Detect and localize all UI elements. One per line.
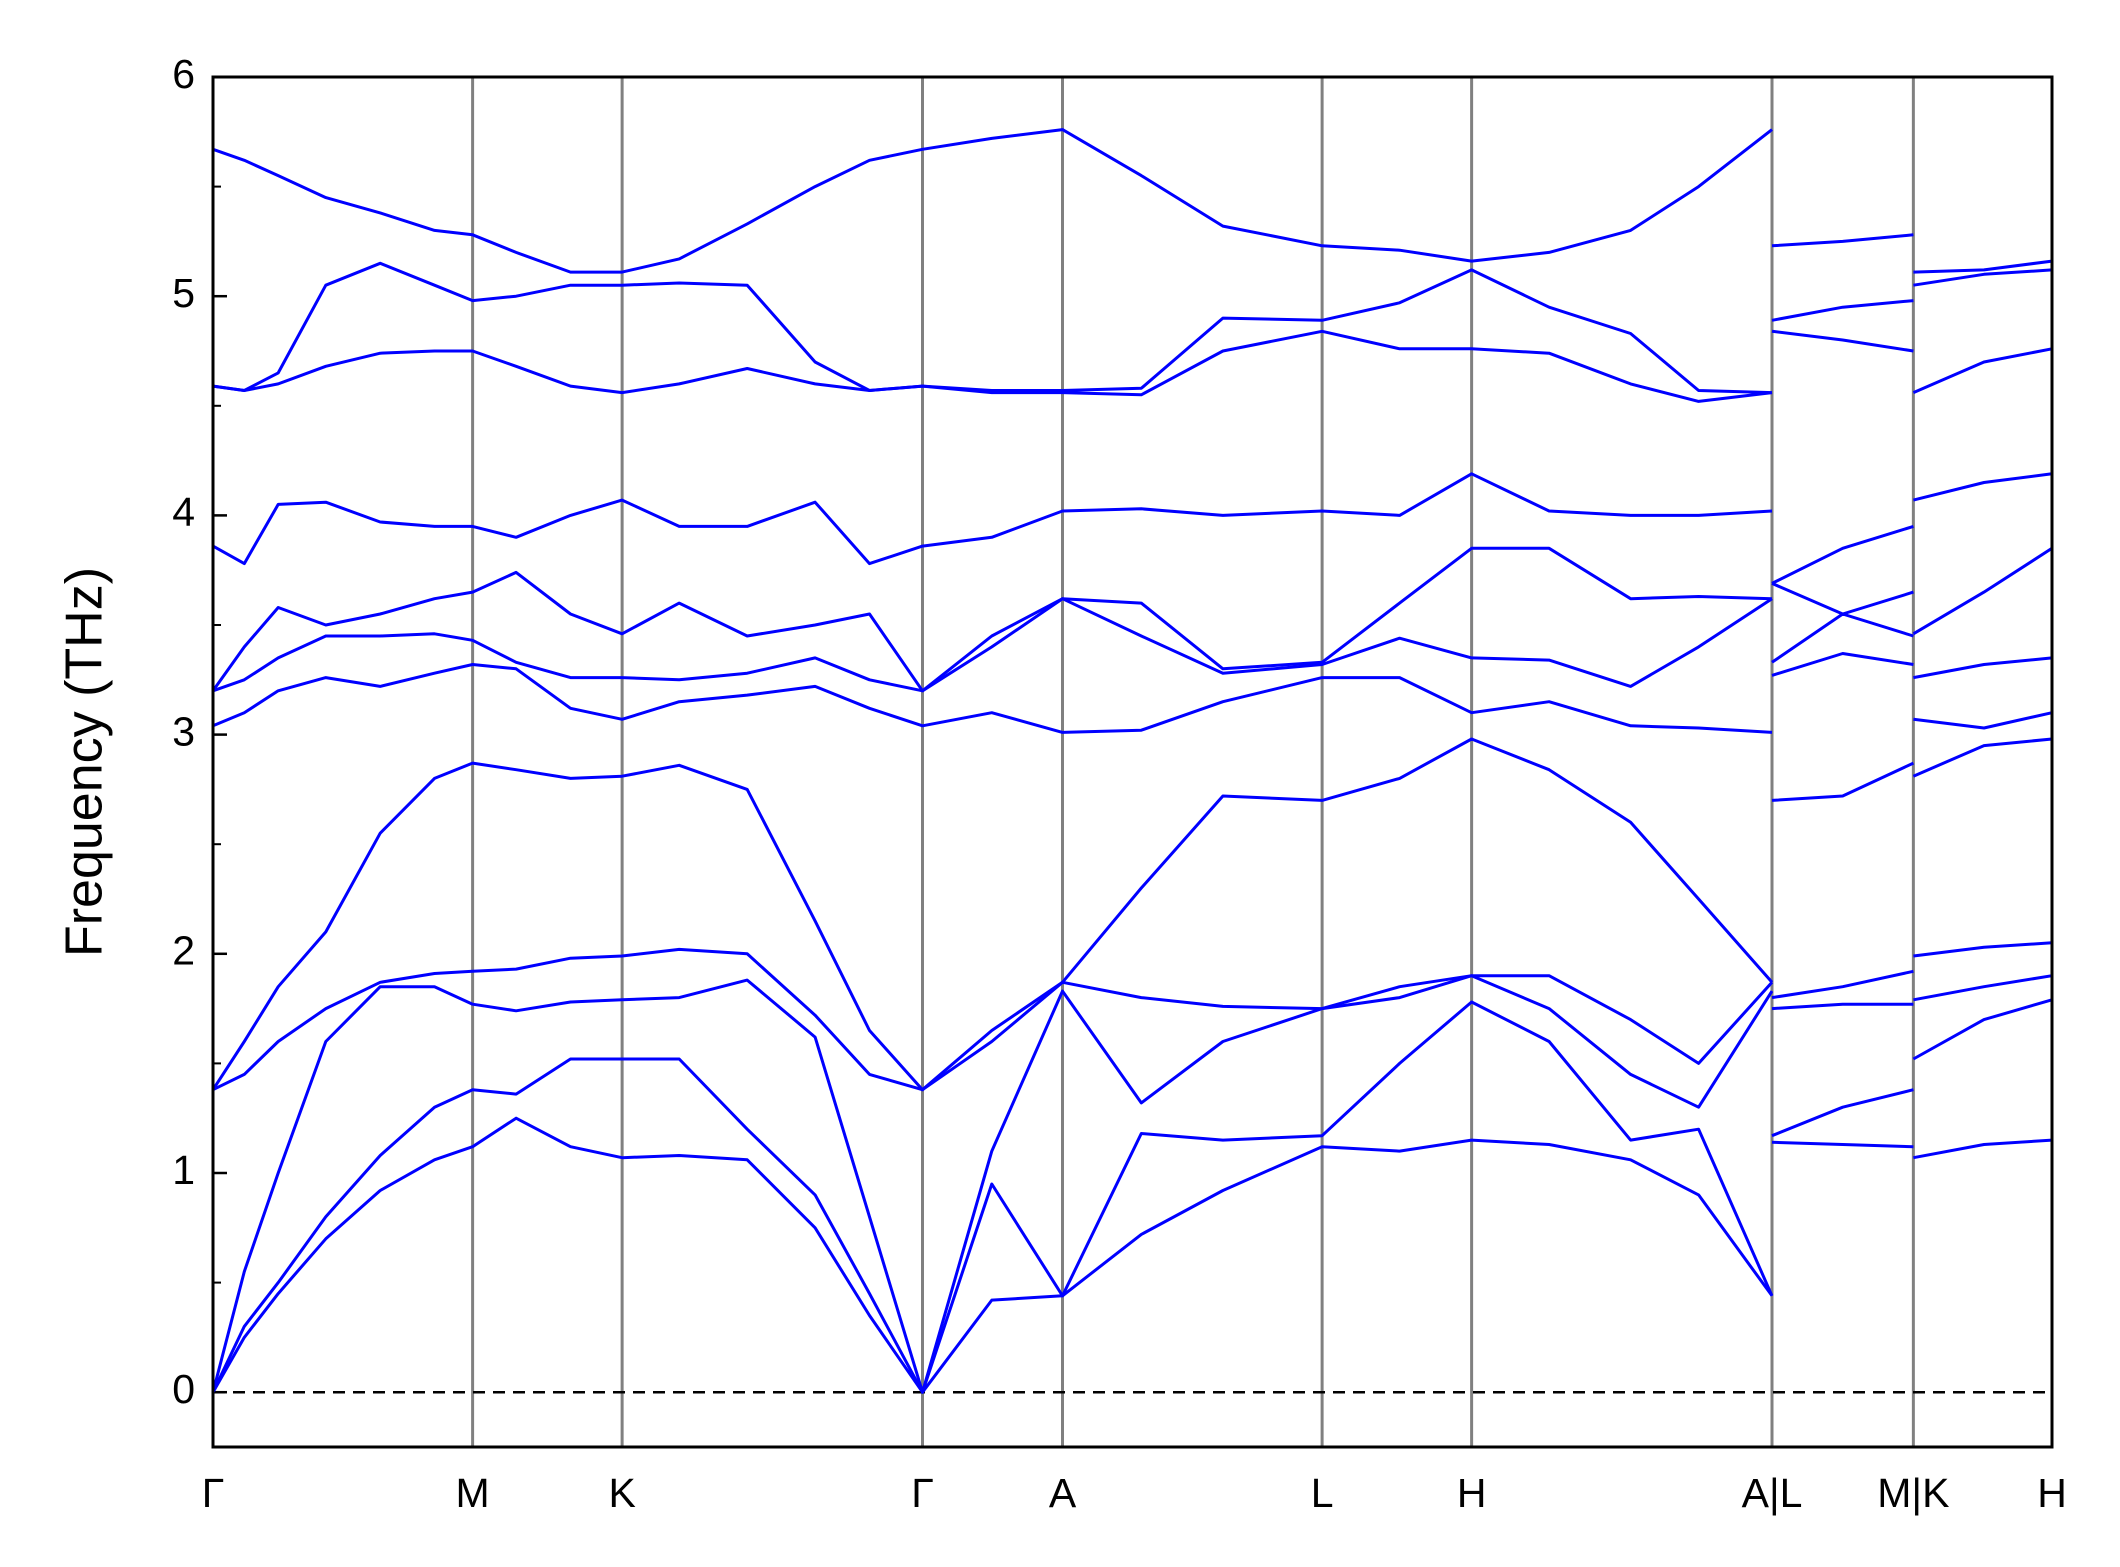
y-tick-label: 3: [172, 708, 195, 754]
band-line: [212, 597, 2053, 693]
x-tick-label: H: [1457, 1470, 1487, 1516]
band-line: [211, 1116, 2053, 1394]
x-tick-label: M|K: [1877, 1470, 1949, 1516]
band-line: [212, 261, 2053, 395]
band-line: [212, 472, 2053, 585]
x-tick-label: Γ: [202, 1470, 225, 1516]
y-tick-label: 4: [172, 489, 195, 535]
x-tick-label: L: [1311, 1470, 1334, 1516]
band-line: [211, 546, 2053, 693]
y-tick-label: 2: [172, 928, 195, 974]
y-tick-label: 6: [172, 51, 195, 97]
band-line: [212, 941, 2053, 1092]
x-tick-label: A|L: [1742, 1470, 1803, 1516]
y-axis-label: Frequency (THz): [56, 567, 114, 957]
x-tick-label: A: [1049, 1470, 1077, 1516]
band-line: [211, 974, 2053, 1394]
band-line: [211, 998, 2053, 1394]
y-tick-label: 0: [172, 1366, 195, 1412]
x-tick-label: K: [608, 1470, 635, 1516]
plot-frame: [211, 75, 2054, 1449]
band-line: [212, 329, 2053, 403]
x-tick-label: M: [456, 1470, 490, 1516]
band-line: [212, 652, 2053, 734]
band-line: [211, 737, 2053, 1092]
x-tick-label: H: [2037, 1470, 2067, 1516]
y-tick-label: 5: [172, 270, 195, 316]
band-line: [212, 128, 2053, 274]
y-tick-label: 1: [172, 1147, 195, 1193]
x-tick-label: Γ: [911, 1470, 934, 1516]
